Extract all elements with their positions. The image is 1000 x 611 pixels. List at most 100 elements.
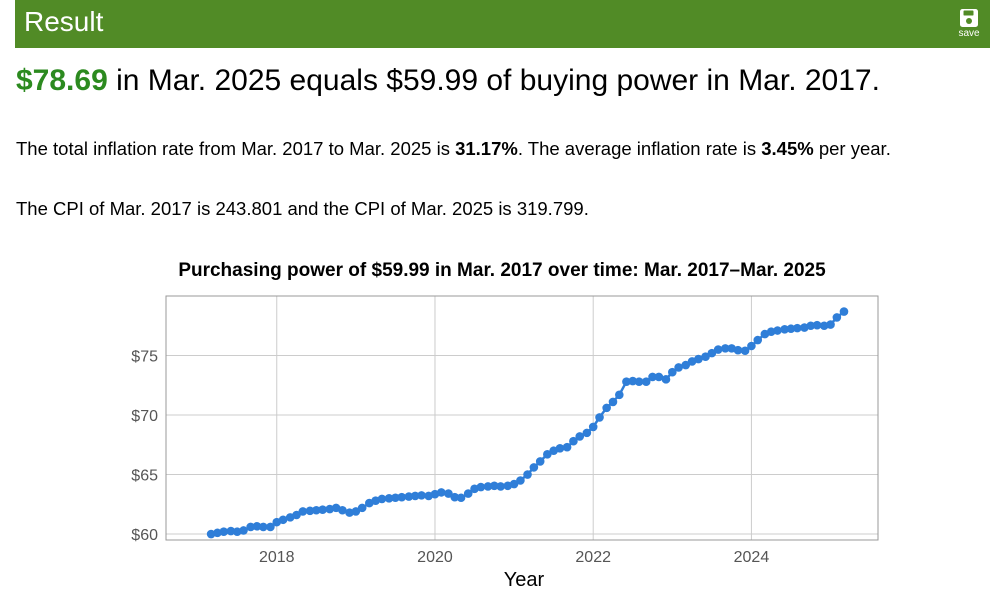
save-icon [960, 9, 978, 27]
data-point [529, 463, 539, 472]
inflation-summary-text-1: The total inflation rate from Mar. 2017 … [16, 138, 456, 159]
data-point [707, 348, 717, 358]
data-point [351, 507, 361, 516]
data-point [668, 367, 677, 377]
average-inflation-rate: 3.45% [761, 138, 814, 159]
data-point [780, 325, 789, 334]
data-point [575, 432, 585, 441]
data-point [681, 360, 691, 370]
x-tick-label: 2024 [734, 549, 770, 566]
data-point [654, 372, 664, 382]
data-point [628, 376, 638, 386]
data-point [456, 493, 466, 503]
data-point [694, 354, 703, 364]
data-point [357, 503, 367, 513]
data-point [490, 481, 499, 491]
data-point [641, 377, 651, 386]
chart-grid [166, 296, 878, 540]
data-point [602, 403, 611, 413]
data-point [733, 345, 743, 355]
data-point [377, 494, 387, 504]
data-point [569, 436, 578, 446]
purchasing-power-chart: Purchasing power of $59.99 in Mar. 2017 … [0, 252, 1000, 606]
data-point [661, 375, 671, 384]
inflation-summary: The total inflation rate from Mar. 2017 … [16, 138, 986, 160]
data-point [543, 450, 552, 459]
data-point [305, 506, 315, 516]
data-point [266, 522, 275, 532]
data-point [634, 377, 644, 386]
headline-text: in Mar. 2025 equals $59.99 of buying pow… [107, 64, 880, 97]
x-tick-label: 2018 [259, 549, 295, 566]
data-point [259, 522, 268, 532]
y-tick-label: $70 [131, 408, 158, 425]
data-point [555, 444, 565, 453]
data-point [516, 476, 525, 485]
data-point [832, 313, 842, 322]
data-point [463, 489, 473, 498]
result-amount: $78.69 [16, 64, 108, 97]
data-point [239, 526, 248, 535]
inflation-summary-text-3: per year. [813, 138, 891, 159]
data-point [246, 522, 255, 532]
result-header-bar: Result save [15, 0, 990, 48]
data-point [648, 372, 657, 382]
data-point [608, 397, 618, 407]
data-point [318, 505, 327, 514]
data-point [713, 345, 723, 354]
data-point [292, 510, 301, 520]
data-point [410, 491, 420, 501]
data-point [562, 442, 572, 452]
data-point [806, 321, 816, 331]
data-point [839, 307, 849, 316]
data-point [397, 492, 407, 502]
data-point [786, 324, 796, 334]
data-point [793, 323, 802, 333]
data-point [312, 505, 321, 515]
data-point [278, 515, 288, 525]
data-point [298, 507, 308, 516]
y-tick-label: $60 [131, 527, 158, 544]
data-point [773, 326, 782, 335]
data-point [450, 492, 460, 502]
data-point [812, 320, 822, 330]
data-point [582, 428, 592, 438]
data-point [615, 390, 624, 400]
save-label: save [958, 28, 980, 39]
data-point [740, 346, 750, 356]
data-point [701, 352, 710, 362]
y-tick-label: $75 [131, 349, 158, 366]
data-point [523, 470, 532, 479]
x-tick-label: 2020 [417, 549, 453, 566]
chart-svg: Purchasing power of $59.99 in Mar. 2017 … [131, 260, 879, 591]
data-point [622, 377, 631, 386]
total-inflation-rate: 31.17% [455, 138, 518, 159]
data-point [476, 482, 486, 492]
x-axis-label: Year [504, 569, 545, 591]
data-point [437, 488, 446, 497]
chart-axes: 2018 2020 2022 2024 $60 $65 $70 $75 [131, 349, 769, 566]
data-point [595, 413, 604, 422]
data-point [747, 341, 756, 351]
data-point [338, 505, 347, 515]
save-button[interactable]: save [956, 8, 982, 40]
plot-area [165, 295, 879, 541]
data-point [826, 320, 835, 329]
cpi-summary: The CPI of Mar. 2017 is 243.801 and the … [16, 198, 589, 219]
data-point [391, 493, 400, 503]
data-point [444, 489, 453, 498]
result-title: Result [24, 6, 104, 37]
data-point [384, 494, 394, 503]
data-point [509, 479, 519, 489]
data-point [588, 422, 598, 432]
x-tick-label: 2022 [575, 549, 611, 566]
data-point [219, 527, 229, 536]
data-point [417, 491, 426, 500]
chart-series [206, 307, 849, 539]
y-tick-label: $65 [131, 468, 158, 485]
chart-title: Purchasing power of $59.99 in Mar. 2017 … [178, 260, 826, 281]
inflation-summary-text-2: . The average inflation rate is [517, 138, 762, 159]
data-point [535, 457, 545, 466]
data-point [674, 363, 683, 372]
result-headline: $78.69 in Mar. 2025 equals $59.99 of buy… [16, 64, 880, 98]
